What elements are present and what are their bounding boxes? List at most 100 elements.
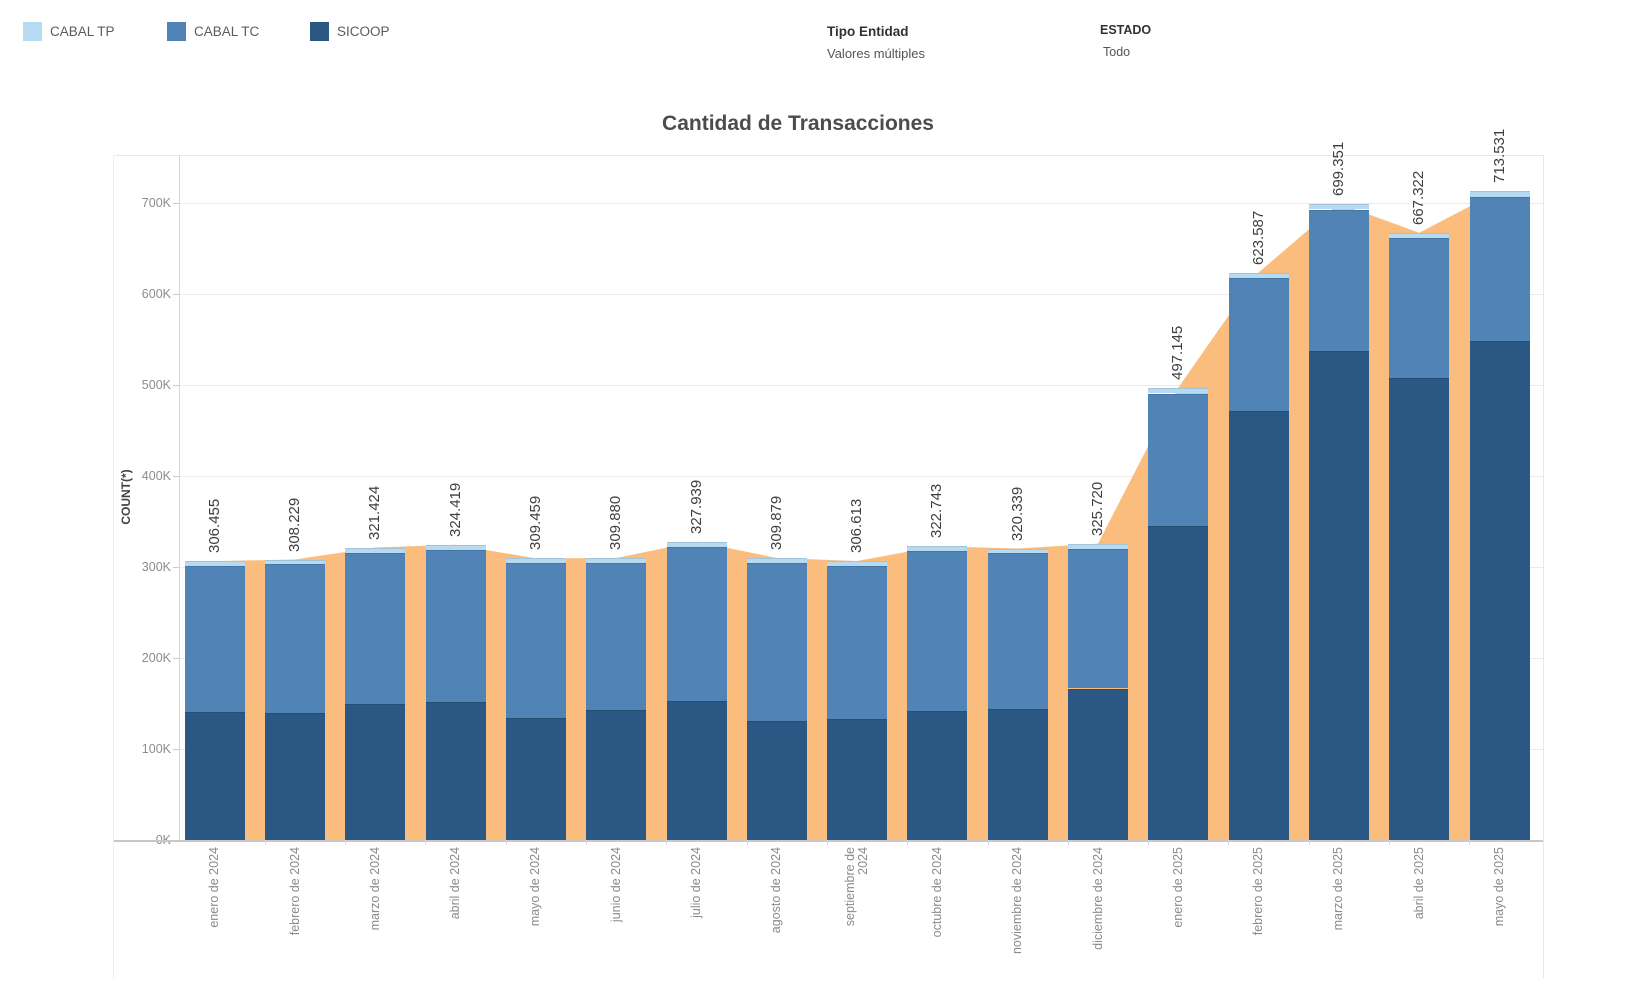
bar-value-label: 309.879 (767, 495, 785, 550)
bar-segment-cabal-tc[interactable] (586, 562, 647, 710)
x-axis-label: octubre de 2024 (929, 847, 944, 938)
filter-tipo-entidad-value[interactable]: Valores múltiples (827, 46, 926, 61)
gridline-700K (179, 203, 1543, 204)
bar-segment-cabal-tc[interactable] (505, 562, 566, 718)
bar-segment-cabal-tc[interactable] (1389, 238, 1450, 378)
legend-label: CABAL TP (50, 24, 115, 39)
bar-segment-cabal-tp[interactable] (345, 547, 406, 553)
gridline-400K (179, 476, 1543, 477)
bar-segment-cabal-tp[interactable] (1389, 232, 1450, 239)
bar-segment-cabal-tc[interactable] (1228, 278, 1289, 411)
bar-segment-sicoop[interactable] (1469, 341, 1530, 840)
bar-segment-sicoop[interactable] (425, 701, 486, 840)
bar-segment-sicoop[interactable] (265, 712, 325, 840)
x-tick-mark (1389, 840, 1390, 845)
legend-label: CABAL TC (194, 24, 260, 39)
bar-segment-cabal-tc[interactable] (1308, 209, 1369, 352)
legend-label: SICOOP (337, 24, 390, 39)
x-axis-label: marzo de 2024 (367, 847, 382, 931)
bar-segment-sicoop[interactable] (666, 700, 727, 840)
y-tick-mark (173, 476, 179, 477)
bar-segment-cabal-tp[interactable] (505, 558, 566, 563)
bar-segment-sicoop[interactable] (184, 711, 245, 840)
bar-segment-cabal-tp[interactable] (666, 541, 727, 547)
bar-value-label: 320.339 (1008, 486, 1026, 541)
bar-segment-cabal-tc[interactable] (907, 550, 968, 711)
bar-segment-sicoop[interactable] (827, 718, 888, 840)
x-tick-mark (586, 840, 588, 845)
bar-segment-cabal-tc[interactable] (1148, 393, 1209, 526)
x-tick-mark (1067, 840, 1069, 845)
chart-title: Cantidad de Transacciones (662, 112, 934, 135)
bar-segment-cabal-tp[interactable] (586, 558, 647, 563)
bar-segment-sicoop[interactable] (907, 710, 968, 840)
bar-segment-cabal-tp[interactable] (827, 561, 888, 566)
y-tick-label: 600K (141, 287, 171, 301)
bar-value-label: 497.145 (1169, 325, 1187, 380)
bar-segment-sicoop[interactable] (505, 717, 566, 840)
y-tick-mark (173, 294, 179, 295)
bar-segment-cabal-tc[interactable] (425, 549, 486, 702)
bar-segment-cabal-tp[interactable] (184, 561, 245, 566)
legend-item-cabal-tc[interactable]: CABAL TC (167, 22, 259, 41)
x-axis-label: enero de 2024 (207, 847, 222, 928)
bar-segment-sicoop[interactable] (1068, 688, 1128, 840)
bar-segment-sicoop[interactable] (1148, 526, 1209, 840)
bar-segment-cabal-tp[interactable] (907, 546, 968, 551)
bar-segment-cabal-tp[interactable] (425, 544, 486, 550)
bar-segment-sicoop[interactable] (1308, 351, 1369, 840)
bar-segment-cabal-tc[interactable] (345, 552, 406, 704)
bar-segment-cabal-tc[interactable] (184, 565, 245, 712)
bar-value-label: 325.720 (1089, 481, 1106, 536)
bar-segment-sicoop[interactable] (1389, 377, 1450, 840)
bar-segment-cabal-tc[interactable] (827, 565, 888, 719)
bar-value-label: 324.419 (446, 482, 464, 537)
x-tick-mark (987, 840, 989, 845)
pane-border-top (114, 155, 1543, 156)
x-tick-mark (425, 840, 427, 845)
bar-segment-cabal-tp[interactable] (1068, 543, 1128, 549)
pane-border-right (1543, 155, 1544, 978)
bar-segment-cabal-tp[interactable] (1148, 387, 1209, 394)
x-axis-label: enero de 2025 (1170, 847, 1185, 928)
x-tick-mark (746, 840, 748, 845)
x-axis-label: junio de 2024 (608, 847, 623, 923)
x-axis-label: abril de 2024 (448, 847, 463, 920)
bar-segment-cabal-tc[interactable] (746, 562, 807, 721)
filter-estado-value[interactable]: Todo (1103, 45, 1131, 59)
legend-item-cabal-tp[interactable]: CABAL TP (23, 22, 115, 41)
bar-value-label: 321.424 (366, 485, 384, 540)
bar-segment-cabal-tc[interactable] (987, 552, 1048, 709)
bar-segment-cabal-tc[interactable] (666, 546, 727, 701)
bar-segment-sicoop[interactable] (345, 703, 406, 840)
bar-segment-cabal-tp[interactable] (987, 548, 1048, 553)
bar-segment-cabal-tp[interactable] (265, 559, 325, 564)
bar-segment-cabal-tp[interactable] (746, 558, 807, 563)
bar-segment-cabal-tc[interactable] (1068, 548, 1128, 689)
x-axis-label: marzo de 2025 (1331, 847, 1346, 931)
x-tick-mark (505, 840, 507, 845)
bar-value-label: 309.880 (607, 495, 625, 550)
bar-segment-sicoop[interactable] (746, 720, 807, 840)
x-tick-mark (1308, 840, 1310, 845)
bar-segment-cabal-tc[interactable] (1469, 196, 1530, 342)
bar-value-label: 322.743 (928, 484, 946, 539)
filter-estado-title: ESTADO (1100, 23, 1152, 37)
bar-segment-cabal-tp[interactable] (1469, 190, 1530, 197)
bar-segment-cabal-tp[interactable] (1308, 203, 1369, 210)
x-axis-label: diciembre de 2024 (1090, 847, 1105, 950)
bar-segment-sicoop[interactable] (987, 708, 1048, 840)
bar-segment-cabal-tp[interactable] (1228, 272, 1289, 278)
cabal-tp-swatch-icon (23, 22, 42, 41)
bar-value-label: 667.322 (1410, 170, 1428, 225)
x-axis-line (114, 840, 1543, 842)
bar-segment-cabal-tc[interactable] (265, 564, 325, 713)
pane-border-left (113, 155, 114, 978)
x-axis-label: julio de 2024 (689, 847, 703, 918)
bar-segment-sicoop[interactable] (1228, 410, 1289, 840)
bar-segment-sicoop[interactable] (586, 709, 647, 840)
legend-item-sicoop[interactable]: SICOOP (310, 22, 390, 41)
x-axis-label: febrero de 2025 (1251, 847, 1266, 936)
y-tick-label: 300K (141, 560, 171, 574)
